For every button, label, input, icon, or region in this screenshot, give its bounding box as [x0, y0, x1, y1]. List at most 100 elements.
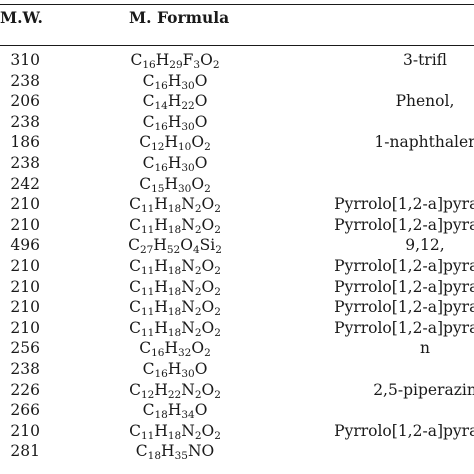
- formula-count: 11: [140, 264, 155, 277]
- compound-name-cell: 1-naphthaler: [374, 133, 474, 152]
- formula-element: C: [142, 401, 155, 420]
- formula-count: 30: [181, 120, 195, 133]
- formula-count: 2: [215, 244, 222, 257]
- formula-count: 2: [194, 203, 202, 216]
- formula-count: 12: [140, 388, 155, 401]
- formula-count: 2: [214, 223, 221, 236]
- formula-count: 2: [214, 388, 221, 401]
- formula-count: 2: [194, 285, 202, 298]
- mw-cell: 238: [10, 153, 40, 172]
- formula-element: C: [135, 442, 148, 461]
- formula-element: C: [139, 339, 152, 358]
- table-row: 186 C12H10O2 1-naphthaler: [0, 132, 474, 153]
- formula-element: C: [142, 153, 155, 172]
- formula-count: 2: [194, 429, 202, 442]
- compound-name-cell: Pyrrolo[1,2-a]pyrazine-: [334, 318, 474, 337]
- formula-element: C: [129, 195, 141, 214]
- formula-cell: C16H29F3O2: [95, 50, 255, 71]
- formula-element: H: [164, 133, 178, 152]
- formula-count: 2: [214, 285, 221, 298]
- formula-count: 10: [178, 141, 192, 154]
- mw-cell: 281: [10, 442, 40, 461]
- mw-cell: 226: [10, 380, 40, 399]
- table-header-rule: [0, 45, 474, 46]
- formula-cell: C18H34O: [95, 400, 255, 421]
- formula-count: 30: [181, 161, 195, 174]
- compound-name-cell: Phenol,: [395, 92, 455, 111]
- formula-element: C: [130, 51, 143, 69]
- table-row: 226 C12H22N2O2 2,5-piperazin: [0, 380, 474, 401]
- formula-element: F: [182, 51, 194, 69]
- formula-element: H: [154, 318, 168, 337]
- formula-element: H: [167, 401, 182, 420]
- formula-element: C: [129, 256, 141, 275]
- formula-count: 11: [140, 326, 155, 339]
- table-top-rule: [0, 4, 474, 5]
- formula-element: O: [194, 153, 208, 172]
- formula-count: 52: [166, 244, 181, 257]
- formula-cell: C16H30O: [95, 112, 255, 133]
- formula-element: H: [154, 277, 168, 296]
- formula-element: H: [154, 421, 168, 440]
- mw-cell: 238: [10, 112, 40, 131]
- formula-count: 35: [174, 450, 188, 463]
- formula-element: H: [154, 256, 168, 275]
- formula-element: H: [154, 298, 168, 317]
- formula-element: H: [167, 71, 182, 90]
- mw-cell: 310: [10, 51, 40, 69]
- formula-element: C: [129, 298, 141, 317]
- compound-name-cell: 3-trifl: [402, 51, 448, 69]
- formula-element: H: [153, 236, 167, 255]
- formula-element: O: [194, 359, 208, 378]
- formula-cell: C11H18N2O2: [95, 256, 255, 277]
- formula-element: N: [181, 256, 195, 275]
- formula-cell: C16H32O2: [95, 338, 255, 359]
- formula-count: 12: [151, 141, 165, 154]
- formula-count: 30: [181, 367, 195, 380]
- formula-count: 16: [154, 120, 168, 133]
- formula-count: 16: [142, 59, 156, 71]
- formula-element: O: [194, 112, 208, 131]
- formula-count: 34: [181, 409, 195, 422]
- mw-cell: 210: [10, 421, 40, 440]
- formula-count: 18: [167, 264, 182, 277]
- header-formula: M. Formula: [129, 8, 230, 27]
- formula-element: C: [129, 318, 141, 337]
- compound-name-cell: 9,12,: [405, 236, 445, 255]
- formula-cell: C12H22N2O2: [95, 380, 255, 401]
- formula-element: C: [142, 359, 155, 378]
- formula-element: C: [142, 112, 155, 131]
- formula-count: 11: [140, 223, 155, 236]
- mw-cell: 266: [10, 401, 40, 420]
- formula-element: C: [129, 380, 141, 399]
- table-row: 281 C18H35NO: [0, 441, 474, 462]
- formula-element: C: [129, 215, 141, 234]
- formula-element: O: [201, 256, 215, 275]
- formula-count: 30: [178, 182, 192, 195]
- mw-cell: 210: [10, 298, 40, 317]
- mw-cell: 210: [10, 215, 40, 234]
- table-row: 238 C16H30O: [0, 71, 474, 92]
- formula-element: C: [128, 236, 140, 255]
- formula-cell: C11H18N2O2: [95, 318, 255, 339]
- formula-element: H: [155, 51, 170, 69]
- formula-element: C: [142, 71, 155, 90]
- mw-cell: 186: [10, 133, 40, 152]
- formula-count: 16: [154, 79, 168, 92]
- formula-element: H: [164, 174, 178, 193]
- formula-count: 27: [139, 244, 154, 257]
- formula-element: C: [139, 133, 152, 152]
- formula-element: C: [129, 277, 141, 296]
- formula-element: O: [191, 174, 205, 193]
- formula-cell: C11H18N2O2: [95, 297, 255, 318]
- formula-element: Si: [199, 236, 216, 255]
- formula-element: O: [201, 195, 215, 214]
- formula-element: N: [181, 215, 195, 234]
- formula-element: N: [181, 318, 195, 337]
